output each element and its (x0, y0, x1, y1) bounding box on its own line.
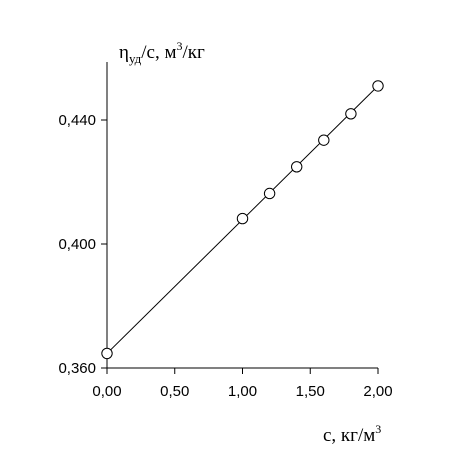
y-tick-label: 0,440 (58, 112, 96, 129)
data-point (263, 187, 276, 200)
x-tick-label: 0,50 (160, 383, 189, 400)
y-ticks: 0,360 0,400 0,440 (58, 112, 107, 377)
y-axis: 0,360 0,400 0,440 (58, 62, 108, 377)
x-tick-label: 0,00 (92, 383, 121, 400)
data-point (345, 108, 357, 120)
data-point (101, 347, 113, 360)
x-tick-label: 2,00 (363, 383, 392, 400)
data-point (291, 161, 303, 173)
y-axis-title: ηуд/с, м3/кг (119, 39, 205, 66)
y-axis-title-symbol: η (119, 42, 129, 63)
x-axis-title-superscript: 3 (375, 422, 381, 436)
y-tick-label: 0,360 (58, 360, 96, 377)
y-axis-title-text: /с, м (141, 42, 176, 63)
y-tick-label: 0,400 (58, 236, 96, 253)
data-point (318, 134, 330, 146)
data-point (372, 80, 384, 92)
data-point (236, 212, 249, 225)
x-axis-title: с, кг/м3 (323, 422, 381, 446)
plot-area (101, 80, 384, 360)
y-axis-title-tail: /кг (182, 42, 205, 63)
y-axis-title-superscript: 3 (176, 39, 182, 53)
x-axis-title-text: с, кг/м (323, 425, 375, 446)
y-axis-title-subscript: уд (129, 51, 142, 66)
x-tick-label: 1,00 (228, 383, 257, 400)
x-ticks: 0,00 0,50 1,00 1,50 2,00 (92, 368, 393, 400)
x-tick-label: 1,50 (296, 383, 325, 400)
x-axis: 0,00 0,50 1,00 1,50 2,00 (92, 367, 393, 400)
